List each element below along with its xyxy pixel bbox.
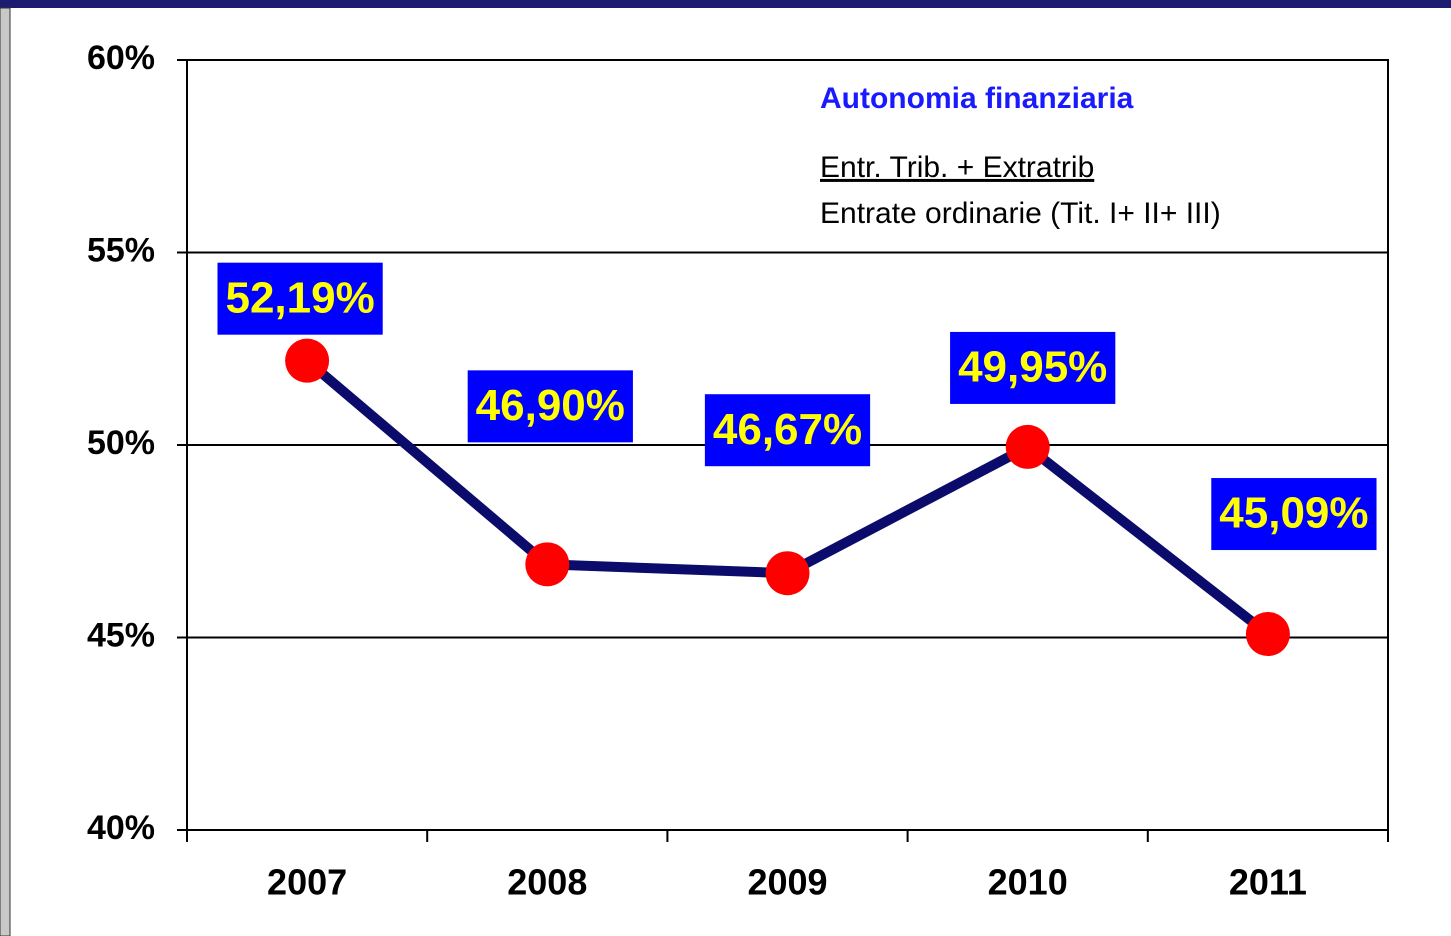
top-bar: [0, 0, 1451, 8]
value-label-box: [1211, 478, 1377, 551]
value-label: 52,19%: [225, 273, 374, 322]
value-label-box: [467, 370, 633, 443]
y-tick-label: 40%: [87, 809, 155, 847]
annotation-title: Autonomia finanziaria: [820, 82, 1134, 115]
value-label: 46,90%: [476, 381, 625, 430]
marker: [1245, 612, 1290, 657]
x-tick-label: 2011: [1229, 862, 1307, 903]
x-tick-label: 2009: [747, 862, 827, 903]
corner: [1440, 8, 1451, 28]
annotation-numerator: Entr. Trib. + Extratrib: [820, 151, 1094, 184]
y-tick-label: 50%: [87, 424, 155, 462]
annotation-denominator: Entrate ordinarie (Tit. I+ II+ III): [820, 197, 1221, 230]
value-label: 49,95%: [958, 343, 1107, 392]
plot-border: [186, 59, 1389, 831]
y-tick-label: 55%: [87, 231, 155, 269]
value-label: 45,09%: [1219, 489, 1368, 538]
y-tick-label: 45%: [87, 616, 155, 654]
left-strip: [0, 7, 11, 936]
y-tick-label: 60%: [87, 39, 155, 77]
value-label-group: 46,90%: [467, 370, 633, 443]
value-label-box: [704, 394, 871, 467]
marker: [765, 551, 810, 596]
x-tick-label: 2008: [507, 862, 587, 903]
x-tick-label: 2010: [988, 862, 1068, 903]
value-label-box: [950, 331, 1116, 404]
value-label: 46,67%: [713, 405, 862, 454]
marker: [1005, 424, 1050, 469]
value-label-group: 49,95%: [950, 331, 1116, 404]
marker: [285, 338, 330, 383]
value-label-box: [217, 262, 383, 335]
value-label-group: 45,09%: [1211, 478, 1377, 551]
value-label-group: 52,19%: [217, 262, 383, 335]
marker: [525, 542, 570, 587]
value-label-group: 46,67%: [704, 394, 871, 467]
x-tick-label: 2007: [267, 862, 347, 903]
